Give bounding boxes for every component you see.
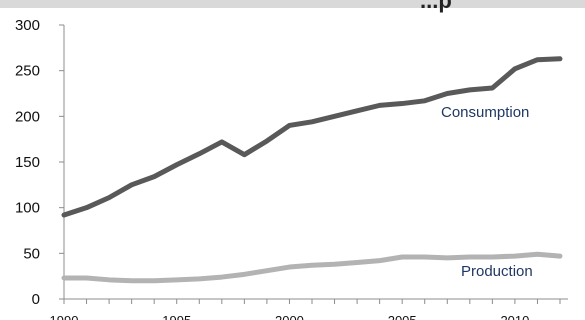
x-tick-label: 2000: [275, 313, 304, 320]
series-label-consumption: Consumption: [441, 104, 529, 121]
x-tick-label: 2005: [388, 313, 417, 320]
x-tick-label: 1995: [162, 313, 191, 320]
y-tick-label: 0: [32, 291, 40, 308]
x-axis-ticks: 1990 1995 2000 2005 2010: [50, 299, 561, 320]
y-tick-label: 200: [15, 108, 40, 125]
series-lines: [61, 56, 563, 284]
y-tick-label: 300: [15, 17, 40, 34]
y-tick-label: 100: [15, 200, 40, 217]
title-bar: [0, 0, 585, 8]
y-tick-label: 150: [15, 154, 40, 171]
x-tick-label: 1990: [50, 313, 79, 320]
y-tick-label: 50: [23, 245, 40, 262]
y-axis-ticks: 0 50 100 150 200 250 300: [15, 17, 64, 308]
chart-title: ...p: [420, 0, 452, 13]
series-line-production: [61, 251, 563, 284]
y-tick-label: 250: [15, 63, 40, 80]
x-tick-label: 2010: [500, 313, 529, 320]
series-line-consumption: [61, 56, 563, 218]
series-label-production: Production: [461, 263, 533, 280]
